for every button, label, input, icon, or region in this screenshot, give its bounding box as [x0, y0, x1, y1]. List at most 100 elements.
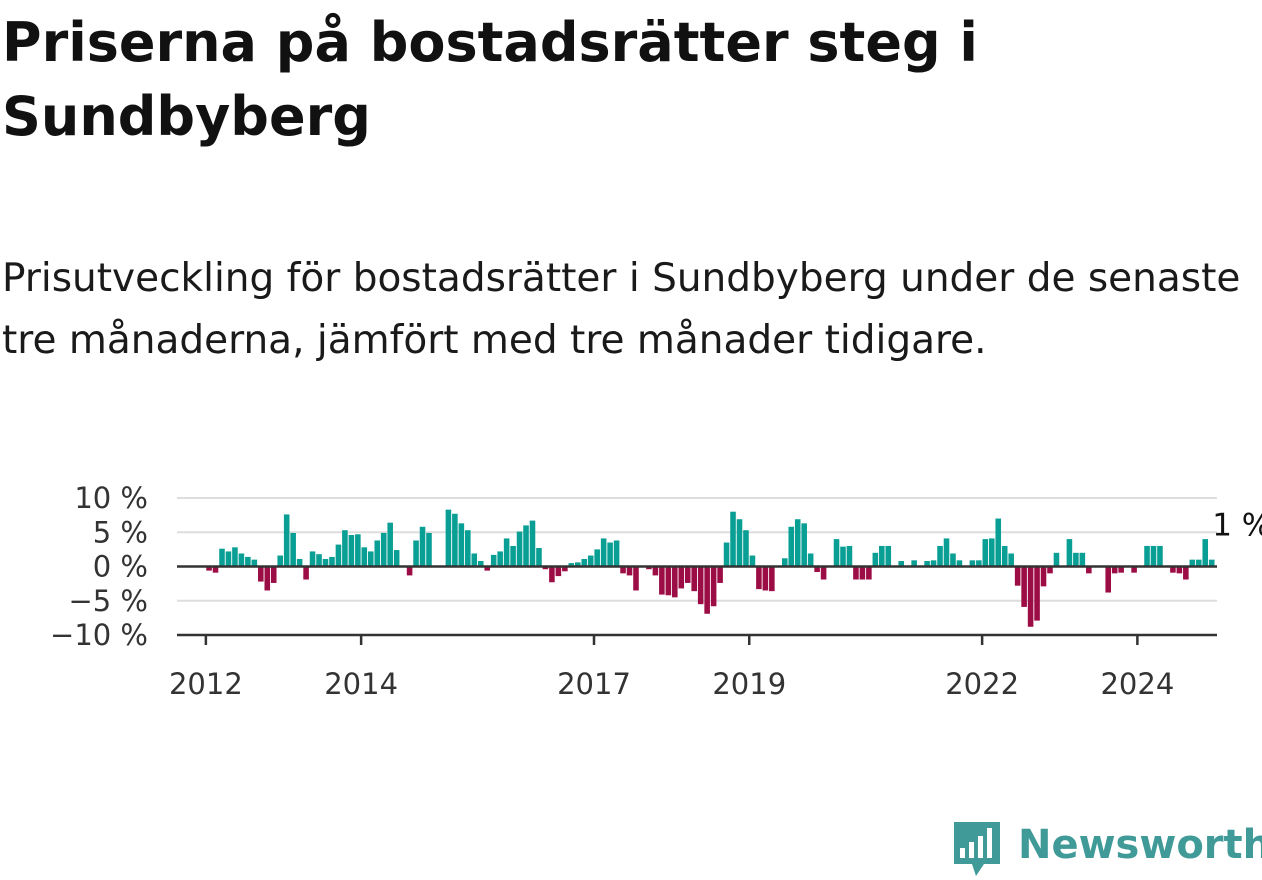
- bar: [477, 561, 484, 567]
- bar: [1111, 566, 1118, 574]
- bar: [419, 526, 426, 567]
- bar: [846, 545, 853, 567]
- bar: [626, 566, 633, 576]
- bar: [749, 555, 756, 567]
- brand-name: Newsworthy: [1018, 822, 1262, 868]
- y-tick-label: 5 %: [93, 515, 148, 549]
- bar: [995, 518, 1002, 567]
- bar: [600, 538, 607, 567]
- bar: [1150, 545, 1157, 567]
- x-tick-label: 2012: [169, 667, 243, 701]
- chart-subtitle: Prisutveckling för bostadsrätter i Sundb…: [2, 256, 1241, 363]
- x-axis-ticks: 2012 2014 2017 2019 2022 2024: [169, 635, 1174, 701]
- bar: [607, 542, 613, 567]
- y-tick-label: 10 %: [74, 481, 148, 515]
- bar: [652, 566, 659, 576]
- bar: [206, 566, 212, 571]
- bar: [1195, 559, 1202, 567]
- bar: [342, 530, 348, 567]
- bar: [1202, 539, 1209, 567]
- bar: [1066, 539, 1073, 567]
- bar: [866, 566, 872, 580]
- bar: [717, 566, 723, 583]
- bar: [387, 522, 393, 567]
- bar: [1079, 552, 1086, 567]
- bar: [969, 560, 976, 567]
- bar: [743, 530, 749, 567]
- bar: [1086, 566, 1092, 574]
- bar: [471, 553, 478, 567]
- bar: [465, 530, 471, 567]
- bar: [283, 514, 290, 567]
- bar: [788, 526, 795, 567]
- bar: [930, 560, 937, 567]
- bar: [613, 540, 620, 567]
- bar: [290, 532, 296, 567]
- x-tick-label: 2017: [557, 667, 631, 701]
- bar: [691, 566, 697, 592]
- bar: [756, 566, 762, 590]
- bar: [1073, 552, 1079, 567]
- bar: [316, 554, 322, 567]
- bar: [258, 566, 264, 582]
- bar: [1118, 566, 1124, 573]
- bar: [225, 551, 232, 567]
- bar: [549, 566, 555, 583]
- bar: [380, 532, 387, 567]
- bar: [413, 540, 419, 567]
- bar: [510, 545, 516, 567]
- bar: [1034, 566, 1040, 621]
- bar: [426, 532, 432, 567]
- bar: [264, 566, 271, 591]
- bar: [367, 551, 374, 567]
- bar: [594, 549, 600, 567]
- bar: [452, 513, 458, 567]
- bar: [1176, 566, 1183, 574]
- bar: [555, 566, 562, 577]
- bar: [840, 546, 846, 567]
- bar: [1183, 566, 1189, 580]
- bar: [976, 560, 982, 567]
- bar: [950, 553, 956, 567]
- last-value-label: 1 %: [1212, 508, 1262, 544]
- bar: [322, 558, 329, 567]
- bar: [633, 566, 639, 591]
- bar: [1208, 559, 1215, 567]
- bar: [833, 539, 840, 567]
- bar: [529, 520, 536, 567]
- bar: [814, 566, 820, 572]
- bar: [672, 566, 678, 598]
- bar: [956, 560, 963, 567]
- bar: [911, 560, 917, 567]
- bar: [238, 553, 245, 567]
- bar: [1014, 566, 1021, 586]
- bar: [484, 566, 490, 571]
- bar: [820, 566, 827, 580]
- bar: [503, 538, 510, 567]
- bar: [665, 566, 672, 596]
- bar: [542, 566, 549, 570]
- bar: [885, 545, 892, 567]
- bar: [1021, 566, 1027, 607]
- bar: [943, 538, 950, 567]
- bar: [1157, 545, 1163, 567]
- bar: [697, 566, 704, 605]
- bar: [1040, 566, 1047, 587]
- bar: [348, 534, 355, 567]
- bar: [270, 566, 277, 583]
- bar: [794, 519, 801, 567]
- bar: [245, 556, 251, 567]
- bar: [879, 545, 885, 567]
- bar: [1008, 553, 1014, 567]
- bar: [620, 566, 626, 574]
- y-tick-label: 0 %: [93, 550, 148, 584]
- bar: [251, 559, 258, 567]
- bar-chart: 10 %5 %0 %−5 %−10 % 2012 2014 2017 2019 2022…: [50, 481, 1262, 701]
- bar: [646, 566, 652, 570]
- bar: [736, 519, 743, 567]
- bar: [937, 545, 943, 567]
- bar: [393, 550, 400, 567]
- bar: [406, 566, 413, 576]
- bar: [1001, 545, 1008, 567]
- bar: [853, 566, 859, 580]
